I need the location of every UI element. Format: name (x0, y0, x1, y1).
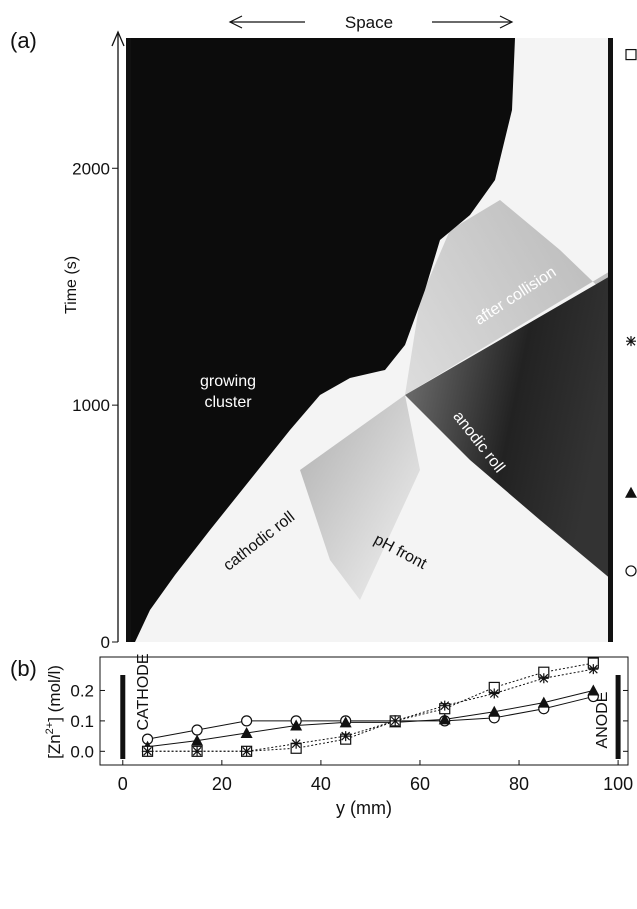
series-line (147, 668, 594, 752)
y-tick-label: 0 (101, 633, 110, 652)
series-line (147, 662, 594, 752)
point-triangle (587, 684, 600, 696)
plot-frame (99, 656, 629, 766)
point-triangle (438, 713, 451, 725)
point-asterisk (340, 731, 351, 742)
y-axis-label-part: ] (mol/l) (45, 665, 64, 722)
point-asterisk (439, 700, 450, 711)
y-tick-label: 0.0 (70, 742, 94, 761)
point-square (625, 48, 637, 61)
y-axis-label: Time (s) (63, 256, 80, 314)
cathode-label: CATHODE (135, 653, 152, 730)
point-circle (191, 724, 203, 736)
point-triangle (339, 716, 352, 728)
x-axis-label: Space (345, 13, 393, 32)
y-tick-label: 0.1 (70, 712, 94, 731)
x-axis-label: y (mm) (336, 798, 392, 818)
point-triangle (488, 705, 501, 717)
space-arrowhead-left (228, 15, 243, 29)
point-triangle (290, 719, 303, 731)
x-tick-label: 20 (212, 774, 232, 794)
y-tick-label: 0.2 (70, 681, 94, 700)
point-triangle (240, 727, 253, 739)
cathode-bar (120, 675, 126, 759)
y-axis-label-part: [Zn (45, 734, 64, 759)
point-circle (625, 565, 637, 577)
x-tick-label: 40 (311, 774, 331, 794)
point-asterisk (489, 688, 500, 699)
point-asterisk (142, 746, 153, 757)
annotation: cluster (204, 394, 252, 411)
anode-label: ANODE (594, 692, 611, 749)
series-line (147, 696, 594, 740)
space-time-image (126, 38, 613, 642)
point-asterisk (588, 664, 599, 675)
series-line (147, 689, 594, 748)
x-tick-label: 0 (118, 774, 128, 794)
point-asterisk (538, 673, 549, 684)
y-axis-label-part: 2+ (44, 722, 56, 735)
time-arrow (111, 30, 125, 47)
space-arrowhead-right (499, 15, 514, 29)
point-asterisk (192, 746, 203, 757)
point-asterisk (390, 715, 401, 726)
y-tick-label: 1000 (72, 396, 110, 415)
anode-bar (615, 675, 621, 759)
point-triangle (191, 734, 204, 746)
point-asterisk (241, 746, 252, 757)
y-axis-label: [Zn2+] (mol/l) (44, 665, 64, 759)
x-tick-label: 60 (410, 774, 430, 794)
point-triangle (625, 486, 637, 498)
point-triangle (537, 696, 550, 708)
annotation: growing (200, 373, 256, 390)
x-tick-label: 100 (603, 774, 633, 794)
point-asterisk (291, 738, 302, 749)
x-tick-label: 80 (509, 774, 529, 794)
y-tick-label: 2000 (72, 159, 110, 178)
panel-label: (a) (10, 28, 37, 53)
point-asterisk (626, 336, 636, 347)
point-circle (241, 715, 253, 727)
panel-label: (b) (10, 656, 37, 681)
